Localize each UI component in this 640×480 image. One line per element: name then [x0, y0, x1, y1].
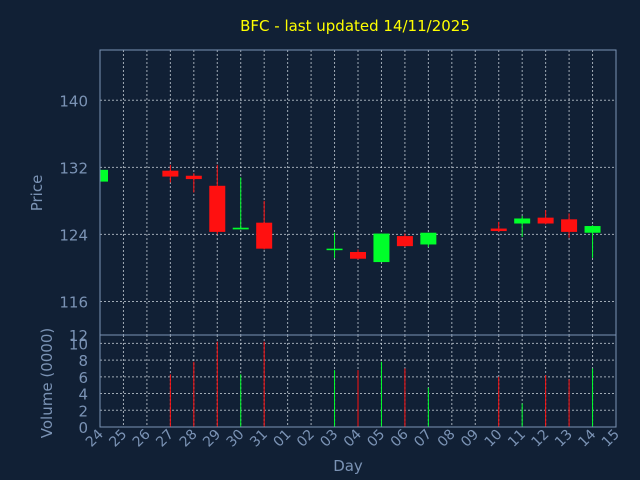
x-tick-label: 30	[224, 427, 248, 451]
volume-axis-title: Volume (0000)	[38, 328, 56, 438]
x-tick-label: 09	[458, 427, 482, 451]
x-tick-label: 08	[435, 427, 459, 451]
x-tick-label: 14	[575, 426, 599, 450]
candle-body	[209, 185, 226, 232]
candle-body	[100, 169, 108, 182]
x-tick-label: 12	[529, 427, 553, 451]
volume-tick-label: 8	[78, 352, 88, 370]
x-tick-label: 25	[106, 427, 130, 451]
candle-body	[561, 219, 578, 232]
x-tick-label: 05	[364, 427, 388, 451]
plot-frames	[99, 49, 617, 428]
volume-tick-label: 4	[78, 386, 88, 404]
candle-body	[256, 222, 273, 249]
x-tick-labels: 24 25 26 27 28 29 30 31 01 02 03 04 05 06 07 08 09 10 11 12…	[83, 426, 623, 450]
candle-body	[420, 232, 437, 245]
price-tick-label: 140	[59, 92, 88, 110]
price-axis-title: Price	[28, 175, 46, 212]
candles	[99, 164, 601, 263]
price-tick-label: 132	[59, 159, 88, 177]
volume-tick-label: 2	[78, 402, 88, 420]
x-tick-label: 26	[130, 426, 154, 450]
volume-tick-label: 0	[78, 419, 88, 437]
x-tick-label: 27	[153, 427, 177, 451]
volume-tick-label: 6	[78, 369, 88, 387]
x-tick-label: 01	[271, 427, 295, 451]
price-tick-label: 116	[59, 293, 88, 311]
x-tick-label: 06	[388, 426, 412, 450]
candle-body	[396, 236, 413, 247]
candle-body	[514, 218, 531, 224]
candle-body	[373, 233, 390, 263]
price-plot-frame	[99, 49, 617, 336]
price-separator-label: 12	[69, 327, 88, 345]
x-tick-label: 02	[294, 427, 318, 451]
volume-plot-frame	[99, 334, 617, 428]
x-axis-title: Day	[333, 457, 363, 475]
x-tick-label: 15	[599, 427, 623, 451]
candle-body	[350, 252, 366, 259]
x-tick-label: 11	[505, 427, 529, 451]
candle-body	[326, 248, 343, 251]
candle-body	[537, 217, 554, 224]
x-tick-label: 29	[200, 427, 224, 451]
candle-body	[185, 175, 202, 180]
candle-body	[490, 228, 507, 232]
x-tick-label: 31	[247, 427, 271, 451]
candle-body	[162, 170, 179, 177]
price-grid	[99, 50, 617, 335]
chart-title: BFC - last updated 14/11/2025	[240, 17, 470, 35]
candle-body	[584, 226, 601, 233]
price-tick-label: 124	[59, 226, 88, 244]
x-tick-label: 04	[341, 426, 365, 450]
x-tick-label: 10	[482, 427, 506, 451]
candle-body	[232, 227, 249, 230]
x-tick-label: 07	[411, 427, 435, 451]
x-tick-label: 13	[552, 427, 576, 451]
volume-bars	[169, 341, 594, 427]
volume-tick-label: 10	[69, 335, 88, 353]
x-tick-label: 03	[317, 427, 341, 451]
x-tick-label: 28	[177, 427, 201, 451]
